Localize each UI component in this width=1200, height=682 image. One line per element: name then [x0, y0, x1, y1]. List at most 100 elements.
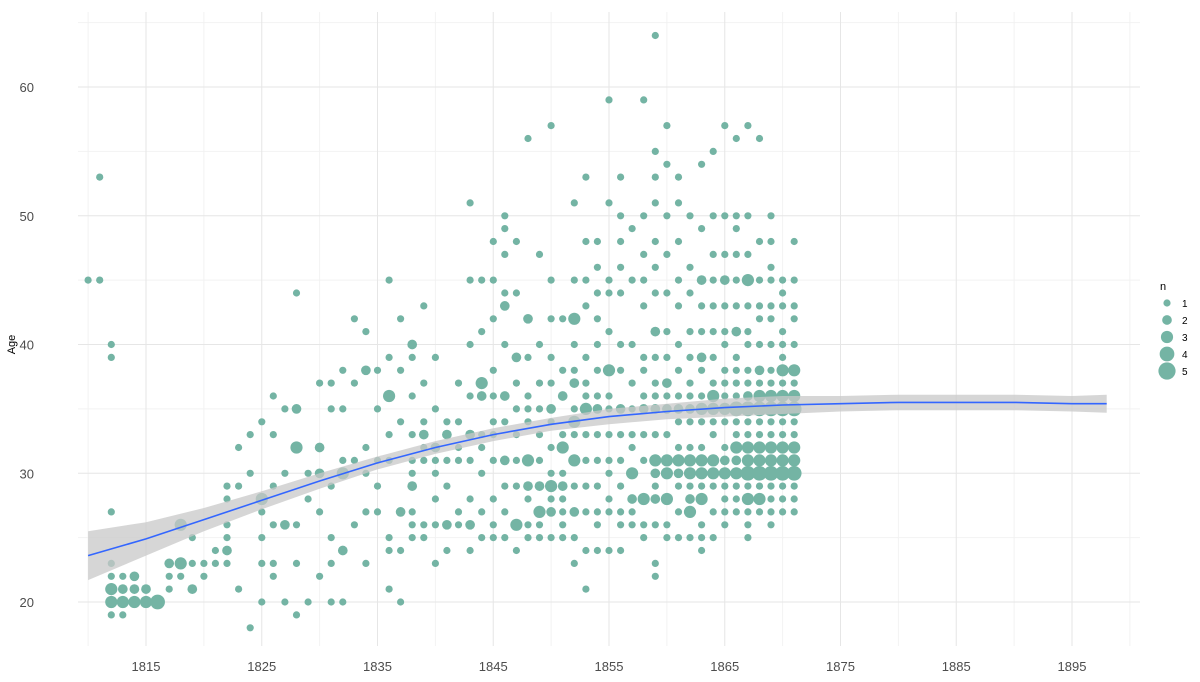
- data-point: [640, 366, 648, 374]
- data-point: [211, 559, 219, 568]
- data-point: [246, 624, 254, 632]
- data-point: [686, 263, 694, 271]
- data-point: [707, 467, 720, 480]
- data-point: [547, 495, 555, 503]
- data-point: [105, 595, 118, 609]
- data-point: [744, 521, 752, 529]
- data-point: [744, 482, 752, 490]
- data-point: [559, 534, 567, 542]
- data-point: [755, 379, 764, 387]
- data-point: [545, 480, 558, 493]
- data-point: [767, 521, 775, 529]
- data-point: [617, 482, 625, 490]
- data-point: [524, 534, 532, 542]
- data-point: [339, 366, 347, 374]
- data-point: [454, 508, 463, 516]
- data-point: [593, 521, 602, 529]
- data-point: [420, 521, 428, 529]
- y-tick-label: 60: [20, 80, 34, 95]
- data-point: [790, 302, 798, 310]
- data-point: [316, 508, 324, 516]
- data-point: [269, 572, 277, 580]
- data-point: [732, 276, 740, 284]
- data-point: [605, 199, 613, 207]
- data-point: [640, 431, 648, 439]
- data-point: [431, 495, 439, 503]
- data-point: [617, 366, 625, 374]
- data-point: [350, 379, 358, 387]
- data-point: [557, 481, 568, 491]
- data-point: [223, 559, 231, 568]
- data-point: [779, 289, 787, 297]
- data-point: [752, 465, 767, 481]
- data-point: [755, 134, 764, 143]
- data-point: [512, 237, 521, 246]
- data-point: [582, 585, 590, 593]
- data-point: [582, 237, 590, 246]
- data-point: [258, 534, 266, 542]
- data-point: [339, 456, 347, 464]
- data-point: [640, 276, 648, 284]
- data-point: [593, 482, 602, 490]
- data-point: [640, 392, 648, 400]
- data-point: [605, 508, 613, 516]
- data-point: [165, 572, 173, 580]
- data-point: [721, 328, 729, 336]
- data-point: [141, 584, 151, 594]
- data-point: [786, 465, 802, 481]
- data-point: [431, 521, 439, 529]
- data-point: [617, 340, 625, 349]
- data-point: [617, 289, 625, 297]
- data-point: [698, 443, 706, 452]
- data-point: [709, 147, 717, 155]
- data-point: [337, 545, 348, 556]
- data-point: [128, 595, 141, 609]
- data-point: [559, 469, 567, 477]
- data-point: [686, 353, 694, 361]
- data-point: [640, 96, 648, 104]
- data-point: [431, 559, 439, 568]
- data-point: [709, 328, 717, 336]
- confidence-ribbon: [88, 394, 1107, 581]
- data-point: [674, 482, 683, 490]
- data-point: [732, 379, 740, 387]
- x-tick-label: 1895: [1058, 659, 1087, 674]
- data-point: [501, 225, 509, 233]
- data-point: [721, 418, 729, 426]
- data-point: [292, 521, 301, 529]
- data-point: [420, 418, 428, 426]
- data-point: [223, 495, 231, 503]
- data-point: [617, 521, 625, 529]
- data-point: [628, 225, 636, 233]
- data-point: [744, 534, 752, 542]
- data-point: [524, 353, 532, 361]
- x-tick-label: 1865: [710, 659, 739, 674]
- data-point: [535, 534, 544, 542]
- data-point: [732, 482, 740, 490]
- data-point: [767, 366, 775, 374]
- data-point: [640, 302, 648, 310]
- data-point: [420, 379, 428, 387]
- data-point: [744, 366, 752, 374]
- data-point: [546, 404, 556, 414]
- data-point: [385, 585, 393, 593]
- data-point: [683, 467, 697, 480]
- data-point: [501, 212, 509, 220]
- data-point: [327, 559, 335, 568]
- data-point: [570, 276, 578, 284]
- data-point: [721, 443, 729, 452]
- data-point: [339, 405, 347, 413]
- data-point: [744, 328, 752, 336]
- data-point: [674, 366, 683, 374]
- data-point: [651, 379, 659, 387]
- data-point: [476, 391, 487, 401]
- data-point: [755, 237, 764, 246]
- data-point: [767, 237, 775, 246]
- data-point: [628, 340, 636, 349]
- data-point: [628, 276, 636, 284]
- data-point: [501, 289, 509, 297]
- data-point: [524, 521, 532, 529]
- data-point: [501, 508, 509, 516]
- data-point: [767, 315, 775, 323]
- data-point: [523, 481, 533, 491]
